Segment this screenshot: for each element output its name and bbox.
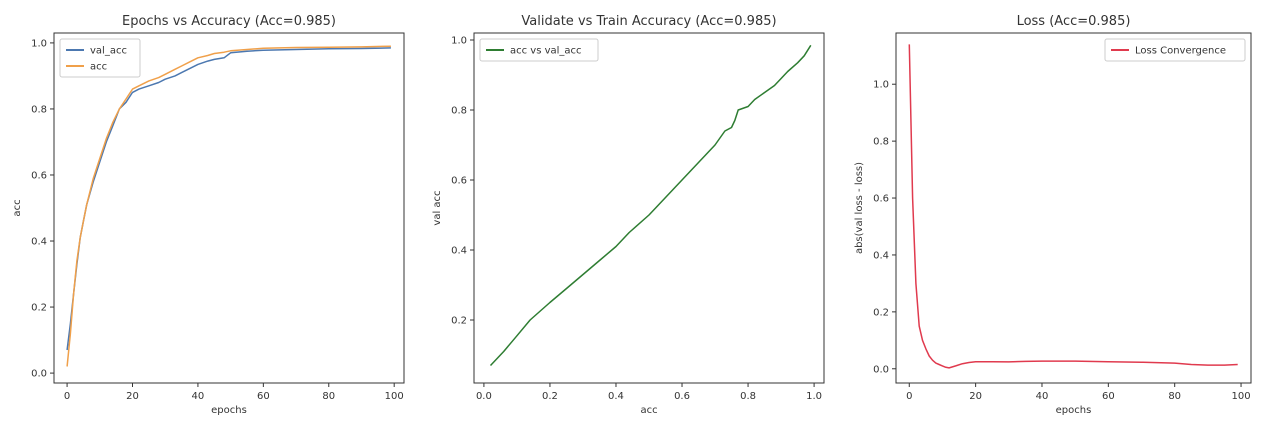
chart-1: Epochs vs Accuracy (Acc=0.985) 0 20 40 60 80 1… — [12, 14, 405, 416]
x-tick-label: 0.2 — [542, 391, 558, 402]
x-tick-label: 0.0 — [476, 391, 492, 402]
x-tick-label: 40 — [192, 391, 205, 402]
y-tick-label: 1.0 — [31, 38, 47, 49]
y-tick-label: 0.4 — [451, 246, 467, 257]
x-tick-label: 100 — [385, 391, 404, 402]
x-tick-label: 20 — [126, 391, 139, 402]
series-line-val-acc — [66, 47, 391, 351]
y-tick-label: 0.4 — [873, 250, 889, 261]
x-tick-label: 80 — [1168, 391, 1181, 402]
x-axis-label: acc — [640, 405, 657, 416]
series-line-acc — [66, 45, 391, 367]
y-tick-label: 0.2 — [451, 316, 467, 327]
legend-label: Loss Convergence — [1135, 46, 1226, 57]
y-tick-label: 0.4 — [31, 237, 47, 248]
legend-label: val_acc — [90, 46, 127, 57]
y-tick-label: 0.8 — [451, 106, 467, 117]
legend-box — [1104, 38, 1246, 62]
legend-box — [59, 38, 141, 78]
x-axis-label: epochs — [1056, 405, 1092, 416]
x-tick-label: 60 — [257, 391, 270, 402]
legend-label: acc vs val_acc — [510, 46, 582, 57]
x-tick-label: 0.4 — [608, 391, 624, 402]
y-tick-label: 0.2 — [31, 303, 47, 314]
x-tick-label: 60 — [1102, 391, 1115, 402]
y-tick-label: 1.0 — [873, 80, 889, 91]
x-tick-label: 80 — [322, 391, 335, 402]
series-line-acc-vs-val-acc — [489, 44, 812, 367]
x-tick-label: 0.6 — [674, 391, 690, 402]
legend-label: acc — [90, 62, 107, 73]
x-tick-label: 100 — [1231, 391, 1250, 402]
y-axis-label: val acc — [432, 190, 443, 225]
legend-box — [479, 38, 599, 62]
y-tick-label: 0.6 — [451, 176, 467, 187]
chart-3: Loss (Acc=0.985) 0 20 40 60 80 100 0.0 0.2 0.4 0.6… — [854, 14, 1252, 416]
y-axis-label: acc — [12, 199, 23, 216]
legend: acc vs val_acc — [479, 38, 599, 62]
y-tick-label: 1.0 — [451, 36, 467, 47]
y-axis-label: abs(val loss - loss) — [854, 162, 865, 254]
chart-title: Loss (Acc=0.985) — [1017, 14, 1131, 29]
x-tick-label: 40 — [1036, 391, 1049, 402]
plot-frame — [473, 32, 825, 384]
y-tick-label: 0.6 — [31, 170, 47, 181]
plot-frame — [53, 32, 405, 384]
y-tick-label: 0.8 — [31, 104, 47, 115]
x-axis-label: epochs — [211, 405, 247, 416]
chart-2: Validate vs Train Accuracy (Acc=0.985) 0.… — [432, 14, 825, 416]
y-tick-label: 0.0 — [873, 364, 889, 375]
y-tick-label: 0.8 — [873, 137, 889, 148]
y-tick-label: 0.0 — [31, 369, 47, 380]
series-line-loss-convergence — [908, 44, 1238, 369]
plot-frame — [895, 32, 1252, 384]
y-tick-label: 0.2 — [873, 307, 889, 318]
y-tick-label: 0.6 — [873, 194, 889, 205]
chart-title: Validate vs Train Accuracy (Acc=0.985) — [521, 14, 776, 29]
x-tick-label: 1.0 — [806, 391, 822, 402]
chart-title: Epochs vs Accuracy (Acc=0.985) — [122, 14, 336, 29]
x-tick-label: 0 — [906, 391, 912, 402]
x-tick-label: 20 — [969, 391, 982, 402]
legend: Loss Convergence — [1104, 38, 1246, 62]
x-tick-label: 0 — [64, 391, 70, 402]
x-tick-label: 0.8 — [740, 391, 756, 402]
